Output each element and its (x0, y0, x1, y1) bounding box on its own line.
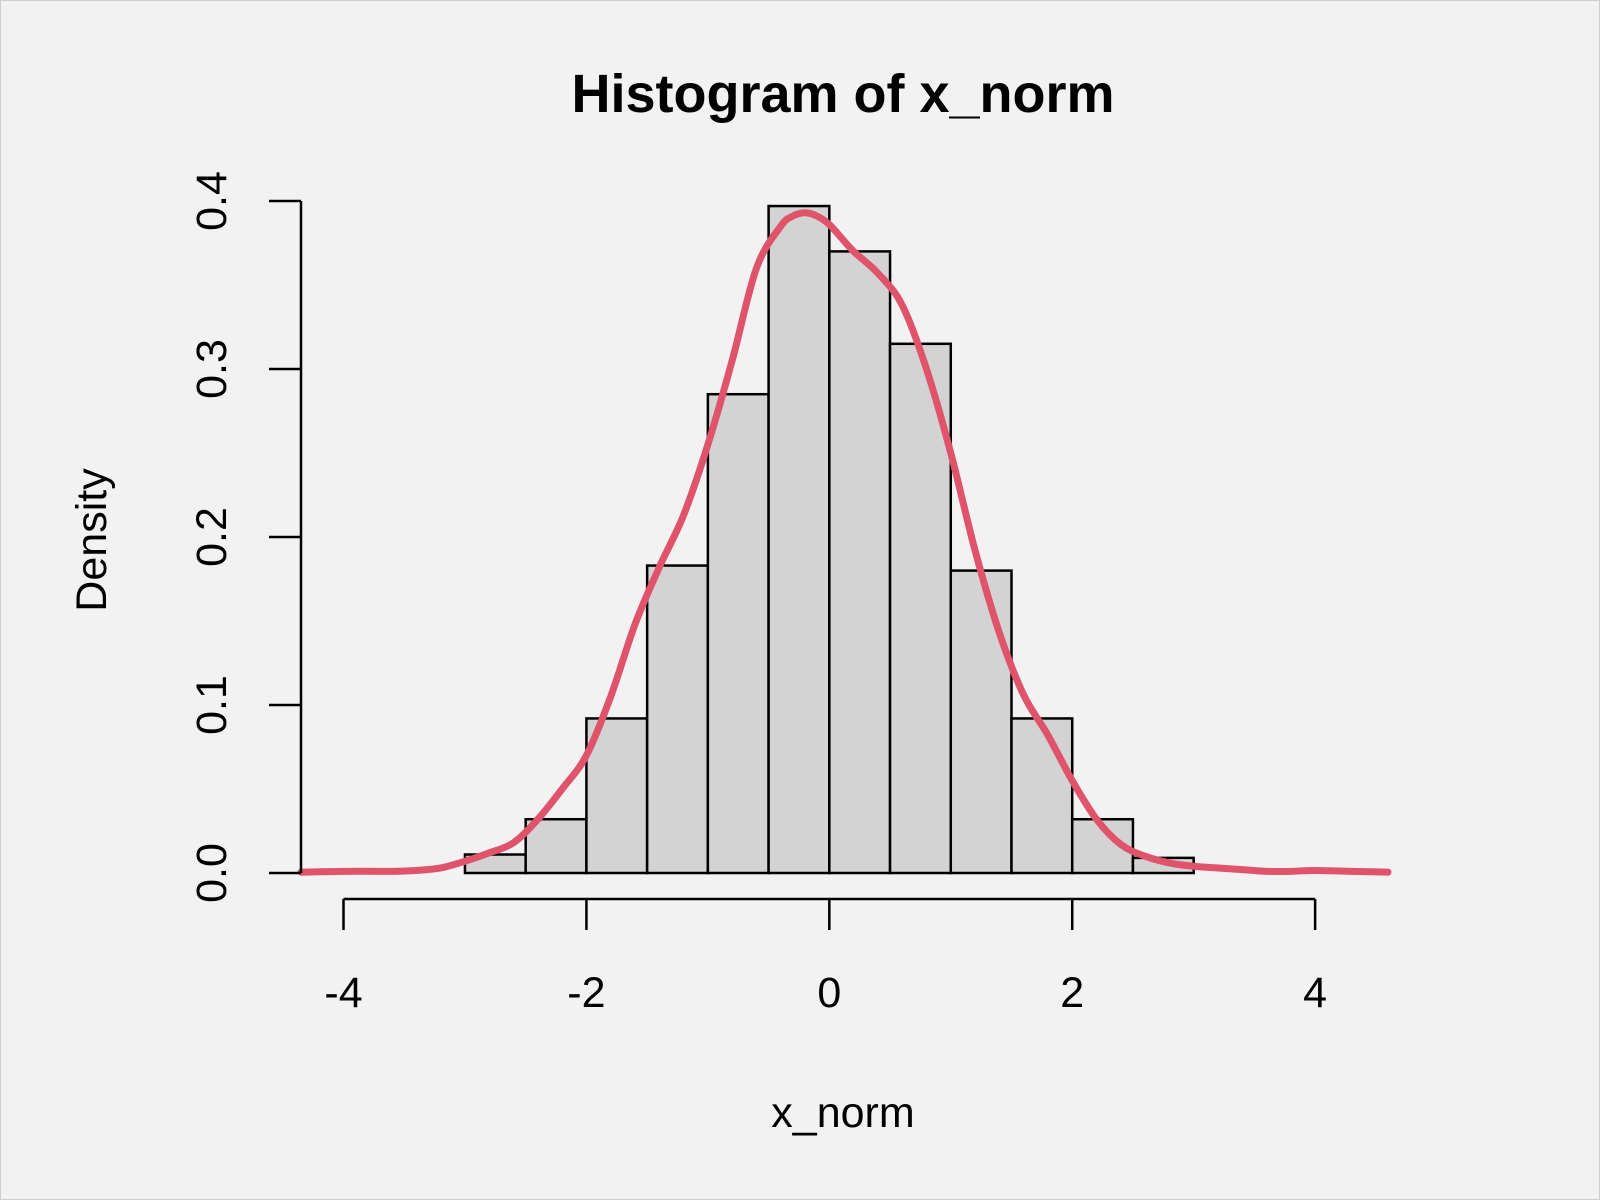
histogram-bars (463, 204, 1195, 875)
histogram-bar-8 (888, 342, 953, 875)
y-tick-label: 0.0 (188, 843, 236, 903)
histogram-bar-5 (706, 392, 770, 875)
y-tick-label: 0.3 (188, 339, 236, 399)
chart-title: Histogram of x_norm (571, 64, 1114, 124)
histogram-bar-6 (767, 204, 831, 875)
y-tick-label: 0.2 (188, 507, 236, 567)
histogram-bar-10 (1010, 717, 1074, 875)
x-axis-title: x_norm (771, 1089, 914, 1137)
y-axis: 0.0 0.1 0.2 0.3 0.4 (188, 171, 303, 903)
density-curve (297, 209, 1392, 876)
histogram-bar-4 (645, 564, 710, 875)
x-tick-label: 4 (1303, 969, 1327, 1017)
x-tick-label: 2 (1060, 969, 1084, 1017)
y-tick-label: 0.4 (188, 171, 236, 231)
x-axis: -4 -2 0 2 4 (324, 897, 1327, 1017)
histogram-bar-7 (828, 250, 892, 875)
x-tick-label: 0 (817, 969, 841, 1017)
y-tick-label: 0.1 (188, 675, 236, 735)
x-tick-label: -2 (567, 969, 605, 1017)
y-axis-title: Density (68, 468, 116, 612)
density-curve-layer (297, 209, 1392, 876)
histogram-bar-9 (949, 569, 1013, 875)
histogram-bar-3 (585, 717, 649, 875)
histogram-bar-2 (524, 817, 588, 875)
x-tick-label: -4 (324, 969, 362, 1017)
